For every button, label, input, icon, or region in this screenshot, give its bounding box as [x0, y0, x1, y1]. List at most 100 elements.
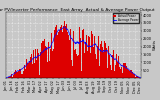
Bar	[66, 24, 67, 78]
Bar	[108, 46, 109, 78]
Bar	[45, 46, 46, 78]
Bar	[53, 49, 54, 78]
Bar	[21, 74, 22, 78]
Bar	[93, 47, 94, 78]
Bar	[106, 48, 107, 78]
Bar	[95, 54, 96, 78]
Bar	[32, 64, 33, 78]
Title: Solar PV/Inverter Performance  East Array  Actual & Average Power Output: Solar PV/Inverter Performance East Array…	[0, 8, 155, 12]
Bar	[54, 30, 55, 78]
Bar	[119, 67, 120, 78]
Bar	[136, 76, 137, 78]
Bar	[9, 77, 10, 78]
Bar	[121, 67, 122, 78]
Bar	[49, 61, 50, 78]
Bar	[113, 50, 114, 78]
Bar	[88, 36, 89, 78]
Bar	[36, 60, 37, 78]
Bar	[125, 64, 126, 78]
Bar	[137, 76, 138, 78]
Bar	[23, 71, 24, 78]
Bar	[133, 74, 134, 78]
Bar	[79, 47, 80, 78]
Bar	[122, 73, 123, 78]
Bar	[18, 71, 19, 78]
Bar	[56, 25, 57, 78]
Bar	[51, 33, 52, 78]
Bar	[28, 63, 29, 78]
Bar	[59, 30, 60, 78]
Bar	[39, 75, 40, 78]
Bar	[24, 65, 25, 78]
Bar	[73, 31, 74, 78]
Bar	[22, 74, 23, 78]
Bar	[87, 51, 88, 78]
Bar	[103, 52, 104, 78]
Bar	[38, 53, 39, 78]
Bar	[98, 36, 99, 78]
Bar	[85, 43, 86, 78]
Bar	[14, 72, 15, 78]
Bar	[123, 63, 124, 78]
Bar	[89, 37, 90, 78]
Bar	[124, 63, 125, 78]
Bar	[58, 32, 59, 78]
Bar	[126, 66, 127, 78]
Bar	[115, 65, 116, 78]
Bar	[76, 43, 77, 78]
Bar	[90, 53, 91, 78]
Bar	[129, 71, 130, 78]
Bar	[116, 54, 117, 78]
Y-axis label: Watts: Watts	[153, 40, 157, 50]
Bar	[107, 46, 108, 78]
Bar	[35, 49, 36, 78]
Bar	[43, 41, 44, 78]
Bar	[41, 43, 42, 78]
Bar	[67, 32, 68, 78]
Bar	[60, 27, 61, 78]
Bar	[130, 70, 131, 78]
Bar	[80, 38, 81, 78]
Bar	[70, 29, 71, 78]
Bar	[111, 70, 112, 78]
Bar	[128, 70, 129, 78]
Bar	[68, 34, 69, 78]
Bar	[37, 58, 38, 78]
Bar	[96, 59, 97, 78]
Bar	[40, 52, 41, 78]
Bar	[105, 43, 106, 78]
Bar	[62, 32, 63, 78]
Bar	[109, 55, 110, 78]
Bar	[48, 42, 49, 78]
Legend: Actual Power, Average Power: Actual Power, Average Power	[113, 13, 139, 23]
Bar	[25, 69, 26, 78]
Bar	[44, 46, 45, 78]
Bar	[63, 26, 64, 78]
Bar	[42, 41, 43, 78]
Bar	[81, 71, 82, 78]
Bar	[104, 56, 105, 78]
Bar	[83, 29, 84, 78]
Bar	[52, 51, 53, 78]
Bar	[134, 74, 135, 78]
Bar	[11, 74, 12, 78]
Bar	[117, 62, 118, 78]
Bar	[101, 41, 102, 78]
Bar	[26, 59, 27, 78]
Bar	[8, 77, 9, 78]
Bar	[120, 69, 121, 78]
Bar	[15, 70, 16, 78]
Bar	[92, 34, 93, 78]
Bar	[114, 71, 115, 78]
Bar	[97, 46, 98, 78]
Bar	[50, 49, 51, 78]
Bar	[17, 72, 18, 78]
Bar	[71, 60, 72, 78]
Bar	[27, 63, 28, 78]
Bar	[102, 47, 103, 78]
Bar	[118, 56, 119, 78]
Bar	[33, 50, 34, 78]
Bar	[99, 66, 100, 78]
Bar	[34, 63, 35, 78]
Bar	[55, 27, 56, 78]
